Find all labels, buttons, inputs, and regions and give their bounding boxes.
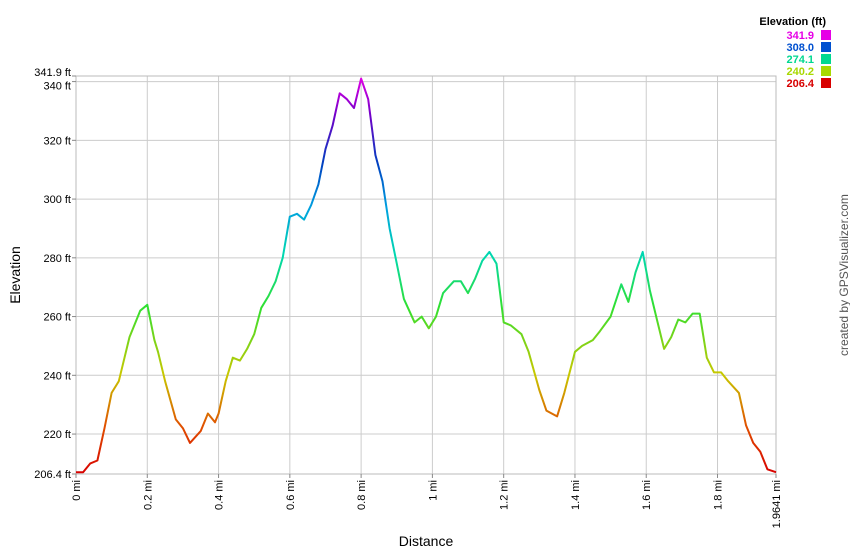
x-tick-label: 0.4 mi — [214, 480, 226, 510]
legend-value: 206.4 — [786, 78, 814, 90]
x-axis-title: Distance — [399, 533, 454, 549]
x-tick-label: 0.6 mi — [285, 480, 297, 510]
x-axis: 0 mi 0.2 mi 0.4 mi 0.6 mi 0.8 mi 1 mi 1.2 mi 1.… — [71, 474, 783, 528]
legend-value: 240.2 — [786, 66, 814, 78]
y-tick-label: 220 ft — [43, 429, 71, 441]
legend-swatch — [821, 54, 831, 64]
y-tick-label: 340 ft — [43, 81, 71, 93]
x-tick-label: 0.8 mi — [356, 480, 368, 510]
x-tick-label: 1 mi — [427, 480, 439, 501]
y-tick-label: 240 ft — [43, 370, 71, 382]
legend-swatch — [821, 66, 831, 76]
y-axis-title: Elevation — [7, 246, 23, 304]
x-tick-label: 1.9641 mi — [771, 480, 783, 528]
legend-value: 341.9 — [786, 30, 814, 42]
elevation-line — [76, 77, 777, 474]
y-tick-label: 206.4 ft — [34, 469, 71, 481]
legend-title: Elevation (ft) — [759, 16, 826, 28]
y-tick-label: 320 ft — [43, 135, 71, 147]
grid — [75, 75, 777, 475]
credit-text: created by GPSVisualizer.com — [837, 194, 850, 356]
y-axis: 206.4 ft 220 ft 240 ft 260 ft 280 ft 300 ft 32… — [34, 67, 76, 481]
y-tick-label: 260 ft — [43, 312, 71, 324]
legend-swatch — [821, 42, 831, 52]
plot-frame — [75, 75, 777, 475]
y-tick-label: 341.9 ft — [34, 67, 71, 79]
y-tick-label: 280 ft — [43, 253, 71, 265]
legend-swatch — [821, 30, 831, 40]
legend-value: 308.0 — [786, 42, 814, 54]
x-tick-label: 0 mi — [71, 480, 83, 501]
legend-value: 274.1 — [786, 54, 814, 66]
x-tick-label: 1.6 mi — [641, 480, 653, 510]
x-tick-label: 1.4 mi — [570, 480, 582, 510]
legend-swatch — [821, 78, 831, 88]
y-tick-label: 300 ft — [43, 194, 71, 206]
x-tick-label: 1.2 mi — [499, 480, 511, 510]
x-tick-label: 1.8 mi — [713, 480, 725, 510]
x-tick-label: 0.2 mi — [142, 480, 154, 510]
